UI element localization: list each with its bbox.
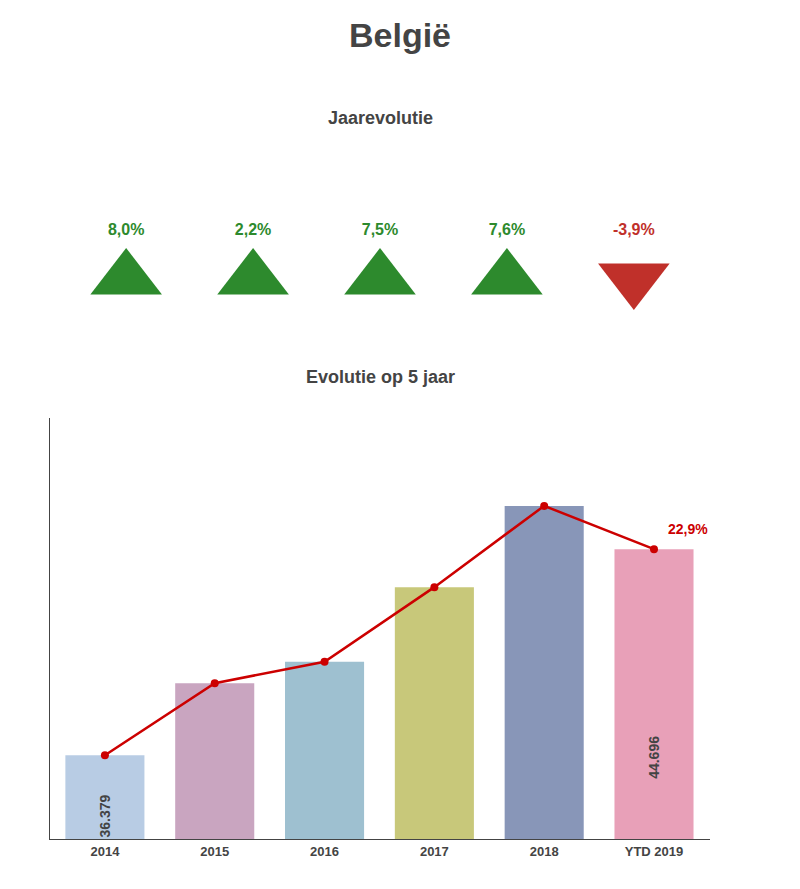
svg-text:7,6%: 7,6% <box>489 221 525 238</box>
svg-text:7,5%: 7,5% <box>362 221 398 238</box>
svg-text:Jaarevolutie: Jaarevolutie <box>328 108 433 128</box>
svg-text:8,0%: 8,0% <box>108 221 144 238</box>
svg-text:2016: 2016 <box>310 844 339 859</box>
svg-text:-3,9%: -3,9% <box>613 221 655 238</box>
svg-text:2018: 2018 <box>530 844 559 859</box>
svg-text:2,2%: 2,2% <box>235 221 271 238</box>
svg-text:YTD 2019: YTD 2019 <box>625 844 684 859</box>
svg-text:22,9%: 22,9% <box>668 521 708 537</box>
svg-text:België: België <box>349 16 451 54</box>
svg-text:44.696: 44.696 <box>646 736 662 779</box>
svg-text:2017: 2017 <box>420 844 449 859</box>
svg-text:36.379: 36.379 <box>97 794 113 837</box>
svg-text:Evolutie op 5 jaar: Evolutie op 5 jaar <box>306 367 455 387</box>
svg-text:2014: 2014 <box>90 844 120 859</box>
svg-text:2015: 2015 <box>200 844 229 859</box>
